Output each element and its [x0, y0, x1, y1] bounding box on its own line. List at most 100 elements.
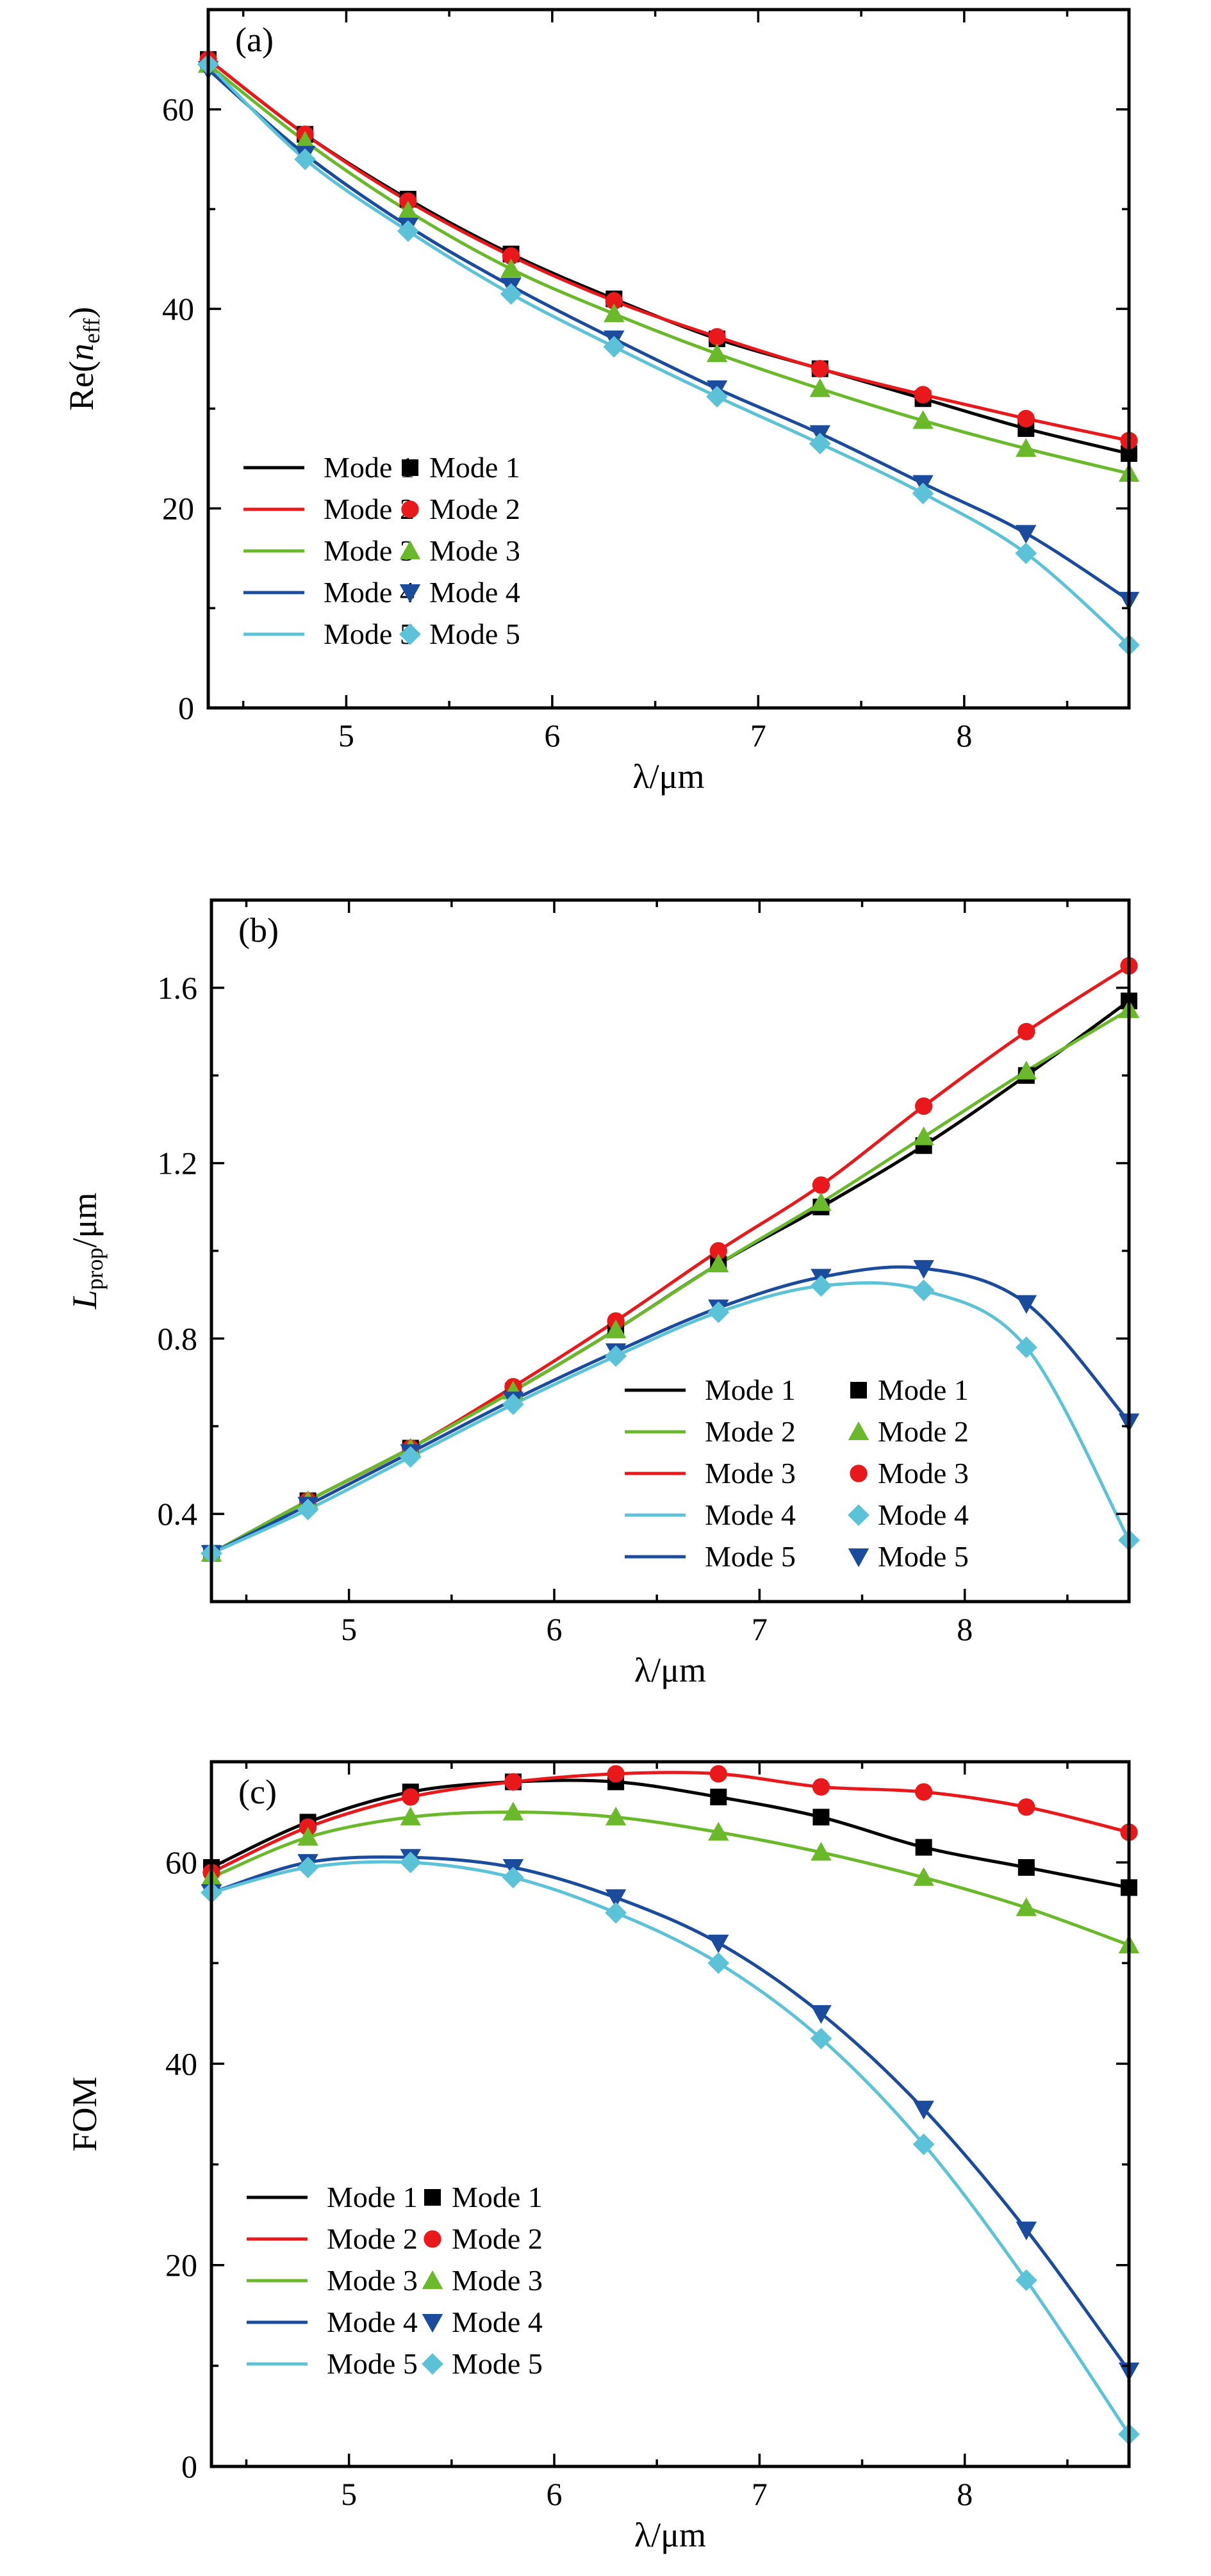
legend-marker-label: Mode 2 [878, 1415, 969, 1448]
panel-label: (b) [238, 911, 279, 949]
data-point [708, 1934, 729, 1954]
data-point [914, 386, 932, 404]
legend-marker-swatch [424, 2189, 441, 2206]
data-point [708, 328, 726, 346]
y-tick-label: 0 [181, 2449, 197, 2484]
data-point [915, 1839, 932, 1856]
data-point [812, 1778, 830, 1796]
x-tick-label: 8 [957, 2476, 973, 2512]
y-tick-label: 0.4 [158, 1496, 198, 1532]
legend-line-label: Mode 4 [705, 1498, 796, 1531]
x-tick-label: 8 [957, 1611, 973, 1647]
data-point [500, 283, 522, 305]
data-point [1015, 1336, 1037, 1358]
data-point [1016, 438, 1037, 457]
data-point [605, 1345, 627, 1367]
legend-marker-swatch [422, 2353, 443, 2375]
y-tick-label: 1.6 [158, 970, 198, 1006]
x-tick-label: 6 [546, 1611, 562, 1647]
legend-marker-swatch [399, 623, 421, 645]
x-tick-label: 6 [544, 718, 560, 753]
legend-line-label: Mode 1 [705, 1374, 796, 1406]
legend-line-label: Mode 3 [324, 534, 415, 567]
legend-line-label: Mode 3 [327, 2264, 418, 2297]
x-tick-label: 7 [750, 718, 766, 753]
legend-marker-label: Mode 5 [878, 1540, 969, 1573]
data-point [400, 1807, 421, 1826]
legend-marker-swatch [850, 1464, 868, 1482]
legend-marker-label: Mode 2 [452, 2222, 543, 2255]
x-tick-label: 8 [956, 718, 972, 753]
legend-marker-swatch [402, 459, 418, 476]
series-line-2 [207, 58, 1130, 443]
legend-marker-label: Mode 1 [452, 2181, 543, 2213]
y-tick-label: 60 [165, 1844, 197, 1880]
data-point [605, 1807, 627, 1826]
data-point [605, 292, 623, 310]
series-line-4 [207, 68, 1130, 602]
series-line-5 [207, 63, 1130, 646]
y-tick-label: 40 [165, 2046, 197, 2081]
series-line-3 [210, 1008, 1130, 1555]
data-point [812, 1809, 830, 1826]
data-point [914, 1097, 933, 1115]
data-point [912, 410, 934, 429]
x-tick-label: 5 [341, 2476, 357, 2512]
series-line-5 [210, 1281, 1131, 1555]
legend-line-label: Mode 1 [324, 451, 415, 484]
data-point [500, 258, 522, 277]
data-point [604, 303, 625, 322]
legend-line-label: Mode 2 [324, 493, 415, 525]
y-axis-label: Re(neff) [62, 307, 104, 411]
data-point [913, 1259, 934, 1279]
data-point [397, 220, 419, 242]
data-point [811, 1192, 832, 1211]
data-point [708, 1253, 729, 1273]
data-point [811, 1842, 832, 1861]
x-tick-label: 6 [546, 2476, 562, 2512]
legend: Mode 1 Mode 1 Mode 2 Mode 2 Mode 3 Mode 3 Mode… [247, 2181, 543, 2380]
data-point [399, 1446, 422, 1468]
data-point [707, 1952, 730, 1974]
legend-marker-label: Mode 5 [429, 618, 520, 650]
legend-line-label: Mode 2 [705, 1415, 796, 1448]
data-point [1016, 1060, 1037, 1079]
legend-marker-label: Mode 4 [452, 2306, 543, 2338]
legend-line-label: Mode 5 [327, 2347, 418, 2380]
legend-marker-swatch [399, 584, 421, 603]
series-line-1 [210, 999, 1130, 1555]
data-point [605, 1319, 627, 1338]
data-point [297, 1498, 319, 1521]
data-point [294, 131, 316, 150]
legend-line-label: Mode 5 [705, 1540, 796, 1573]
y-tick-label: 40 [162, 291, 194, 327]
legend-marker-label: Mode 3 [429, 534, 520, 567]
legend-line-label: Mode 3 [705, 1457, 796, 1489]
data-point [402, 1788, 420, 1806]
y-tick-label: 20 [162, 491, 194, 527]
panel-label: (c) [238, 1773, 277, 1811]
data-point [605, 1901, 627, 1924]
legend-marker-label: Mode 1 [429, 451, 520, 484]
data-point [603, 336, 625, 358]
series-line-2 [210, 1771, 1130, 1875]
data-point [914, 1783, 933, 1801]
y-tick-label: 0.8 [158, 1320, 198, 1356]
data-point [709, 1242, 727, 1260]
data-point [1016, 1897, 1037, 1916]
plot-frame [210, 898, 1131, 1604]
x-tick-label: 7 [752, 1611, 768, 1647]
plot-frame [210, 1760, 1131, 2468]
legend-marker-label: Mode 3 [452, 2264, 543, 2297]
legend-marker-swatch [399, 540, 421, 559]
legend-marker-swatch [422, 2314, 443, 2333]
data-point [810, 1275, 832, 1297]
x-axis-label: λ/μm [632, 757, 704, 796]
data-point [502, 247, 520, 265]
data-point [706, 343, 728, 363]
legend-line-label: Mode 2 [327, 2222, 418, 2255]
